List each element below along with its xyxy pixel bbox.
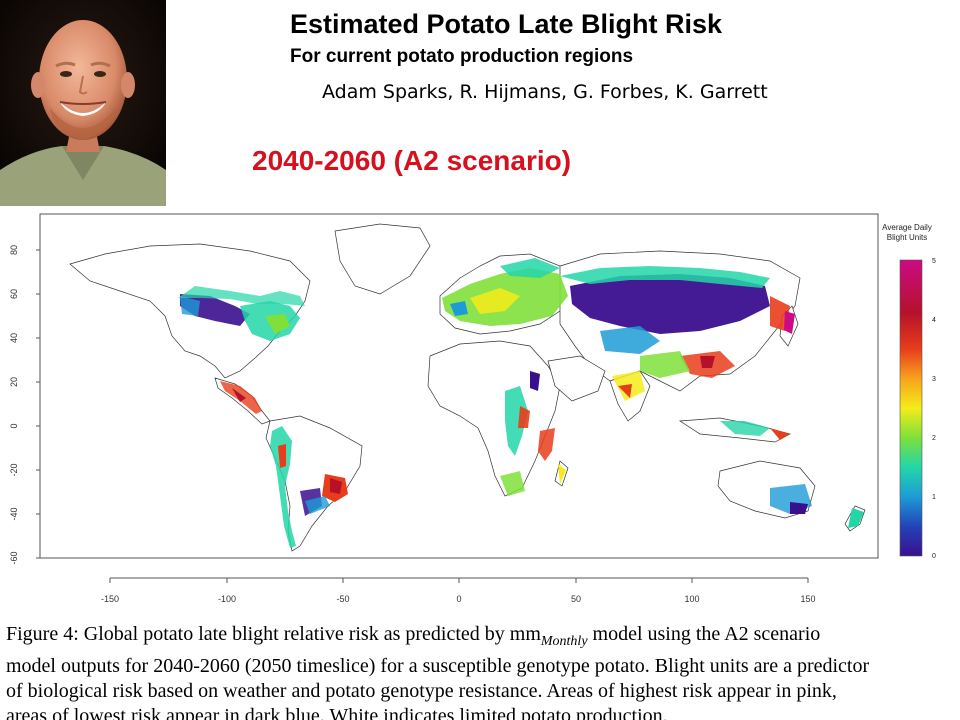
x-tick-label: -100 [218, 594, 236, 604]
y-tick-label: 40 [9, 333, 19, 343]
author-list: Adam Sparks, R. Hijmans, G. Forbes, K. G… [322, 81, 768, 103]
y-tick-label: 0 [9, 423, 19, 428]
legend-tick: 5 [932, 258, 936, 265]
x-tick-label: -150 [101, 594, 119, 604]
x-tick-label: 0 [456, 594, 461, 604]
legend-title-line1: Average Daily [882, 223, 932, 232]
y-tick-label: 20 [9, 377, 19, 387]
scenario-label: 2040-2060 (A2 scenario) [252, 145, 572, 176]
caption-line-3: of biological risk based on weather and … [6, 680, 837, 702]
figure-caption: Figure 4: Global potato late blight rela… [6, 622, 956, 720]
caption-line-4: areas of lowest risk appear in dark blue… [6, 705, 668, 720]
y-axis: 80 60 40 20 0 -20 -40 -60 [9, 245, 40, 565]
y-tick-label: -40 [9, 507, 19, 520]
arabia-landmass [547, 355, 606, 402]
caption-line-2: model outputs for 2040-2060 (2050 timesl… [6, 655, 870, 677]
legend-tick: 4 [932, 317, 936, 324]
caption-line-1: Figure 4: Global potato late blight rela… [6, 622, 956, 654]
legend-tick: 0 [932, 553, 936, 560]
africa-landmass [427, 340, 561, 497]
legend-title-line2: Blight Units [887, 233, 927, 242]
map-legend: Average Daily Blight Units 5 4 3 2 1 0 [882, 214, 960, 560]
caption-subscript: Monthly [540, 634, 588, 649]
legend-tick: 3 [932, 376, 936, 383]
y-tick-label: -60 [9, 551, 19, 564]
y-tick-label: -20 [9, 463, 19, 476]
y-tick-label: 80 [9, 245, 19, 255]
risk-map-figure: 80 60 40 20 0 -20 -40 -60 -150 -100 -50 … [0, 206, 960, 616]
slide-title: Estimated Potato Late Blight Risk [290, 9, 723, 39]
x-tick-label: -50 [336, 594, 349, 604]
greenland-landmass [334, 223, 431, 295]
y-tick-label: 60 [9, 289, 19, 299]
x-tick-label: 100 [684, 594, 699, 604]
legend-tick: 2 [932, 435, 936, 442]
x-tick-label: 150 [800, 594, 815, 604]
x-tick-label: 50 [571, 594, 581, 604]
legend-tick: 1 [932, 494, 936, 501]
risk-map: 80 60 40 20 0 -20 -40 -60 -150 -100 -50 … [9, 213, 960, 604]
author-photo [0, 0, 166, 206]
caption-line-1b: model using the A2 scenario [587, 623, 821, 645]
slide-subtitle: For current potato production regions [290, 46, 634, 67]
legend-color-bar [899, 259, 923, 557]
risk-overlay [178, 258, 864, 548]
x-axis: -150 -100 -50 0 50 100 150 [101, 577, 816, 604]
caption-line-1a: Figure 4: Global potato late blight rela… [6, 623, 541, 645]
